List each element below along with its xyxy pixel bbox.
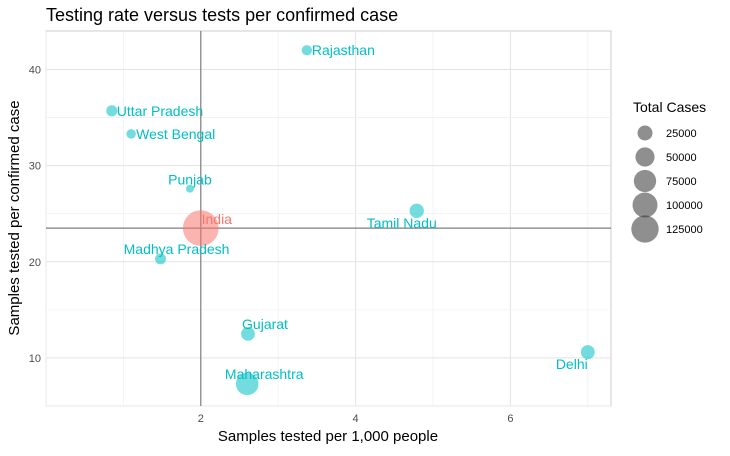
point-tamil-nadu	[409, 203, 424, 218]
legend-key-label: 25000	[666, 128, 697, 140]
legend-key-label: 125000	[666, 224, 703, 236]
point-label-india: India	[202, 211, 233, 227]
point-label-delhi: Delhi	[556, 356, 588, 372]
point-madhya-pradesh	[155, 253, 167, 265]
point-label-gujarat: Gujarat	[242, 316, 288, 332]
point-label-madhya-pradesh: Madhya Pradesh	[124, 241, 230, 257]
legend-key-circle	[637, 125, 653, 141]
plot-panel	[45, 30, 612, 407]
point-punjab	[185, 184, 194, 193]
data-points	[106, 45, 595, 396]
point-west-bengal	[126, 129, 136, 139]
axis-ticks: 2 4 6 10 20 30 40	[29, 64, 514, 425]
legend-key-circle	[632, 192, 658, 218]
point-labels: Rajasthan Uttar Pradesh West Bengal Punjab I…	[117, 42, 588, 382]
chart-title: Testing rate versus tests per confirmed …	[46, 5, 398, 25]
grid-lines	[45, 31, 611, 407]
legend-key-circle	[633, 169, 657, 193]
point-delhi	[580, 345, 595, 360]
point-label-west-bengal: West Bengal	[136, 126, 215, 142]
point-label-rajasthan: Rajasthan	[312, 42, 375, 58]
point-label-punjab: Punjab	[168, 172, 212, 188]
x-tick-label: 2	[198, 413, 204, 425]
legend-key-label: 75000	[666, 176, 697, 188]
y-axis-label: Samples tested per confirmed case	[6, 100, 23, 335]
point-label-maharashtra: Maharashtra	[225, 366, 304, 382]
point-label-uttar-pradesh: Uttar Pradesh	[117, 103, 203, 119]
y-tick-label: 30	[29, 161, 41, 173]
legend-items: 25000 50000 75000 100000 125000	[631, 125, 703, 243]
legend-key-circle	[635, 147, 655, 167]
point-india	[182, 210, 219, 246]
legend-key-circle	[631, 215, 659, 243]
y-tick-label: 40	[29, 64, 41, 76]
point-uttar-pradesh	[106, 105, 118, 117]
x-axis-label: Samples tested per 1,000 people	[218, 428, 438, 445]
point-label-tamil-nadu: Tamil Nadu	[367, 215, 437, 231]
size-legend: Total Cases 25000 50000 75000 100000 125000	[631, 99, 706, 243]
point-gujarat	[241, 327, 255, 341]
x-tick-label: 4	[353, 413, 359, 425]
y-tick-label: 20	[29, 257, 41, 269]
point-rajasthan	[301, 45, 312, 56]
legend-title: Total Cases	[633, 99, 706, 115]
x-tick-label: 6	[507, 413, 513, 425]
y-tick-label: 10	[29, 353, 41, 365]
legend-key-label: 100000	[666, 200, 703, 212]
point-maharashtra	[235, 372, 259, 396]
legend-key-label: 50000	[666, 152, 697, 164]
